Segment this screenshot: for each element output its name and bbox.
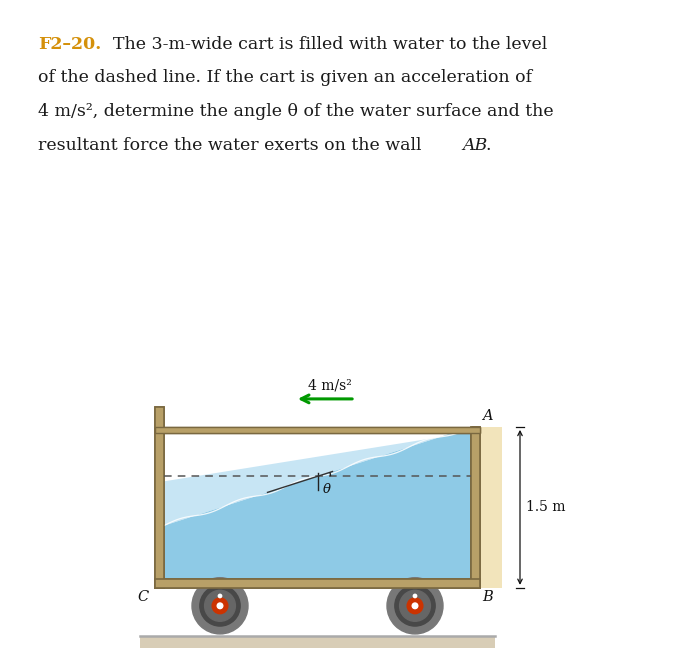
Bar <box>155 427 480 434</box>
Text: .: . <box>486 137 491 154</box>
Polygon shape <box>164 427 471 579</box>
Bar <box>480 427 502 588</box>
Text: 1.5 m: 1.5 m <box>526 500 566 515</box>
Circle shape <box>412 603 418 608</box>
Circle shape <box>218 594 222 597</box>
Bar <box>155 579 480 588</box>
Polygon shape <box>164 427 471 526</box>
Text: of the dashed line. If the cart is given an acceleration of: of the dashed line. If the cart is given… <box>38 69 533 86</box>
Text: θ: θ <box>323 483 330 496</box>
Text: A: A <box>482 409 493 423</box>
Circle shape <box>407 598 423 614</box>
Circle shape <box>204 590 235 621</box>
Bar <box>155 579 480 588</box>
Bar <box>471 427 480 588</box>
Text: 4 m/s², determine the angle θ of the water surface and the: 4 m/s², determine the angle θ of the wat… <box>38 103 554 120</box>
Text: AB: AB <box>463 137 488 154</box>
Circle shape <box>400 590 430 621</box>
Text: 4 m/s²: 4 m/s² <box>308 379 352 393</box>
Text: C: C <box>137 590 148 604</box>
Circle shape <box>192 578 248 634</box>
Bar <box>155 407 164 588</box>
Text: F2–20.: F2–20. <box>38 36 102 52</box>
Circle shape <box>212 598 228 614</box>
Text: The 3-m-wide cart is filled with water to the level: The 3-m-wide cart is filled with water t… <box>102 36 547 52</box>
Text: B: B <box>482 590 493 604</box>
Circle shape <box>199 586 240 626</box>
Circle shape <box>413 594 416 597</box>
Circle shape <box>387 578 443 634</box>
Bar <box>155 427 480 434</box>
Circle shape <box>395 586 435 626</box>
Text: resultant force the water exerts on the wall: resultant force the water exerts on the … <box>38 137 428 154</box>
Bar <box>471 427 480 588</box>
Bar <box>140 636 495 648</box>
Circle shape <box>217 603 223 608</box>
Bar <box>155 407 164 588</box>
